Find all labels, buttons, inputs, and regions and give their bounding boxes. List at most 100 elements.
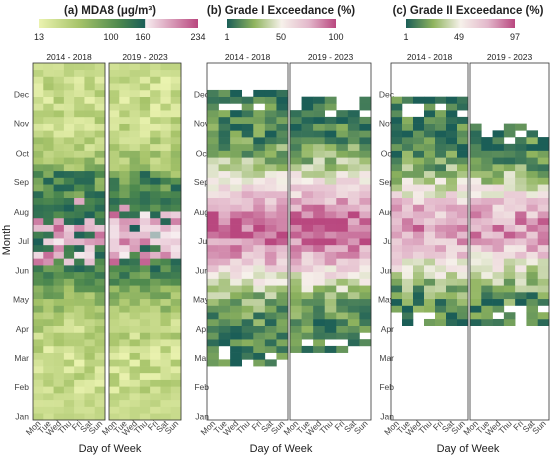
heatmap-cell — [313, 204, 326, 212]
heatmap-cell — [241, 345, 254, 353]
heatmap-cell — [94, 386, 106, 394]
heatmap-cell — [503, 271, 516, 279]
heatmap-cell — [139, 63, 151, 71]
heatmap-cell — [170, 318, 182, 326]
heatmap-cell — [53, 123, 65, 131]
heatmap-cell — [170, 399, 182, 407]
heatmap-cell — [470, 278, 482, 286]
heatmap-cell — [446, 278, 458, 286]
heatmap-cell — [324, 332, 337, 340]
heatmap-cell — [170, 238, 182, 246]
heatmap-cell — [264, 110, 277, 118]
heatmap-cell — [481, 150, 493, 158]
heatmap-cell — [160, 318, 172, 326]
heatmap-cell — [391, 224, 403, 232]
heatmap-cell — [301, 96, 314, 104]
heatmap-cell — [139, 292, 151, 300]
heatmap-cell — [481, 318, 493, 326]
heatmap-cell — [33, 386, 44, 394]
heatmap-cell — [43, 318, 54, 326]
heatmap-cell — [129, 204, 141, 212]
heatmap-cell — [492, 244, 505, 252]
heatmap-cell — [94, 292, 106, 300]
heatmap-cell — [119, 69, 130, 77]
heatmap-cell — [53, 116, 65, 124]
heatmap-cell — [119, 359, 130, 367]
heatmap-cell — [492, 137, 505, 145]
heatmap-cell — [119, 413, 130, 421]
heatmap-cell — [139, 285, 151, 293]
heatmap-cell — [160, 372, 172, 380]
heatmap-cell — [139, 312, 151, 320]
heatmap-cell — [503, 251, 516, 259]
heatmap-cell — [230, 352, 243, 360]
heatmap-cell — [324, 150, 337, 158]
heatmap-cell — [84, 352, 96, 360]
heatmap-cell — [503, 123, 516, 131]
heatmap-cell — [63, 352, 75, 360]
heatmap-cell — [241, 318, 254, 326]
heatmap-cell — [324, 204, 337, 212]
heatmap-cell — [150, 359, 161, 367]
heatmap-cell — [160, 285, 172, 293]
heatmap-cell — [33, 231, 44, 239]
heatmap-cell — [207, 339, 219, 347]
heatmap-cell — [129, 184, 141, 192]
heatmap-cell — [63, 345, 75, 353]
heatmap-cell — [435, 292, 447, 300]
heatmap-cell — [413, 211, 425, 219]
heatmap-cell — [457, 278, 469, 286]
heatmap-cell — [129, 285, 141, 293]
heatmap-cell — [470, 305, 482, 313]
heatmap-cell — [290, 130, 302, 138]
heatmap-cell — [109, 244, 120, 252]
heatmap-cell — [503, 184, 516, 192]
heatmap-cell — [109, 116, 120, 124]
heatmap-cell — [109, 271, 120, 279]
heatmap-cell — [301, 258, 314, 266]
heatmap-cell — [129, 164, 141, 172]
heatmap-cell — [74, 244, 85, 252]
heatmap-cell — [515, 278, 527, 286]
heatmap-cell — [526, 150, 539, 158]
heatmap-cell — [424, 217, 436, 225]
heatmap-cell — [241, 224, 254, 232]
heatmap-cell — [253, 157, 266, 165]
heatmap-cell — [402, 278, 414, 286]
heatmap-cell — [43, 63, 54, 71]
heatmap-cell — [435, 137, 447, 145]
heatmap-cell — [526, 265, 539, 273]
heatmap-cell — [313, 278, 326, 286]
heatmap-cell — [84, 251, 96, 259]
heatmap-cell — [109, 204, 120, 212]
heatmap-cell — [53, 164, 65, 172]
heatmap-cell — [160, 339, 172, 347]
heatmap-cell — [160, 103, 172, 111]
heatmap-cell — [129, 318, 141, 326]
heatmap-cell — [109, 164, 120, 172]
heatmap-cell — [435, 170, 447, 178]
heatmap-cell — [109, 110, 120, 118]
heatmap-cell — [33, 76, 44, 84]
month-tick-label: Mar — [14, 353, 29, 363]
heatmap-cell — [446, 211, 458, 219]
heatmap-cell — [63, 393, 75, 401]
heatmap-cell — [324, 137, 337, 145]
heatmap-cell — [43, 170, 54, 178]
heatmap-cell — [160, 238, 172, 246]
panel-a-cb-tick-2: 100 — [103, 32, 118, 42]
heatmap-cell — [290, 150, 302, 158]
facet-strip — [109, 50, 181, 63]
month-tick-label: Aug — [14, 207, 29, 217]
heatmap-cell — [492, 292, 505, 300]
heatmap-cell — [94, 130, 106, 138]
heatmap-cell — [170, 359, 182, 367]
heatmap-cell — [150, 325, 161, 333]
heatmap-cell — [276, 110, 289, 118]
heatmap-cell — [94, 137, 106, 145]
heatmap-cell — [301, 164, 314, 172]
heatmap-cell — [424, 130, 436, 138]
heatmap-cell — [470, 251, 482, 259]
heatmap-cell — [150, 406, 161, 414]
heatmap-cell — [129, 137, 141, 145]
